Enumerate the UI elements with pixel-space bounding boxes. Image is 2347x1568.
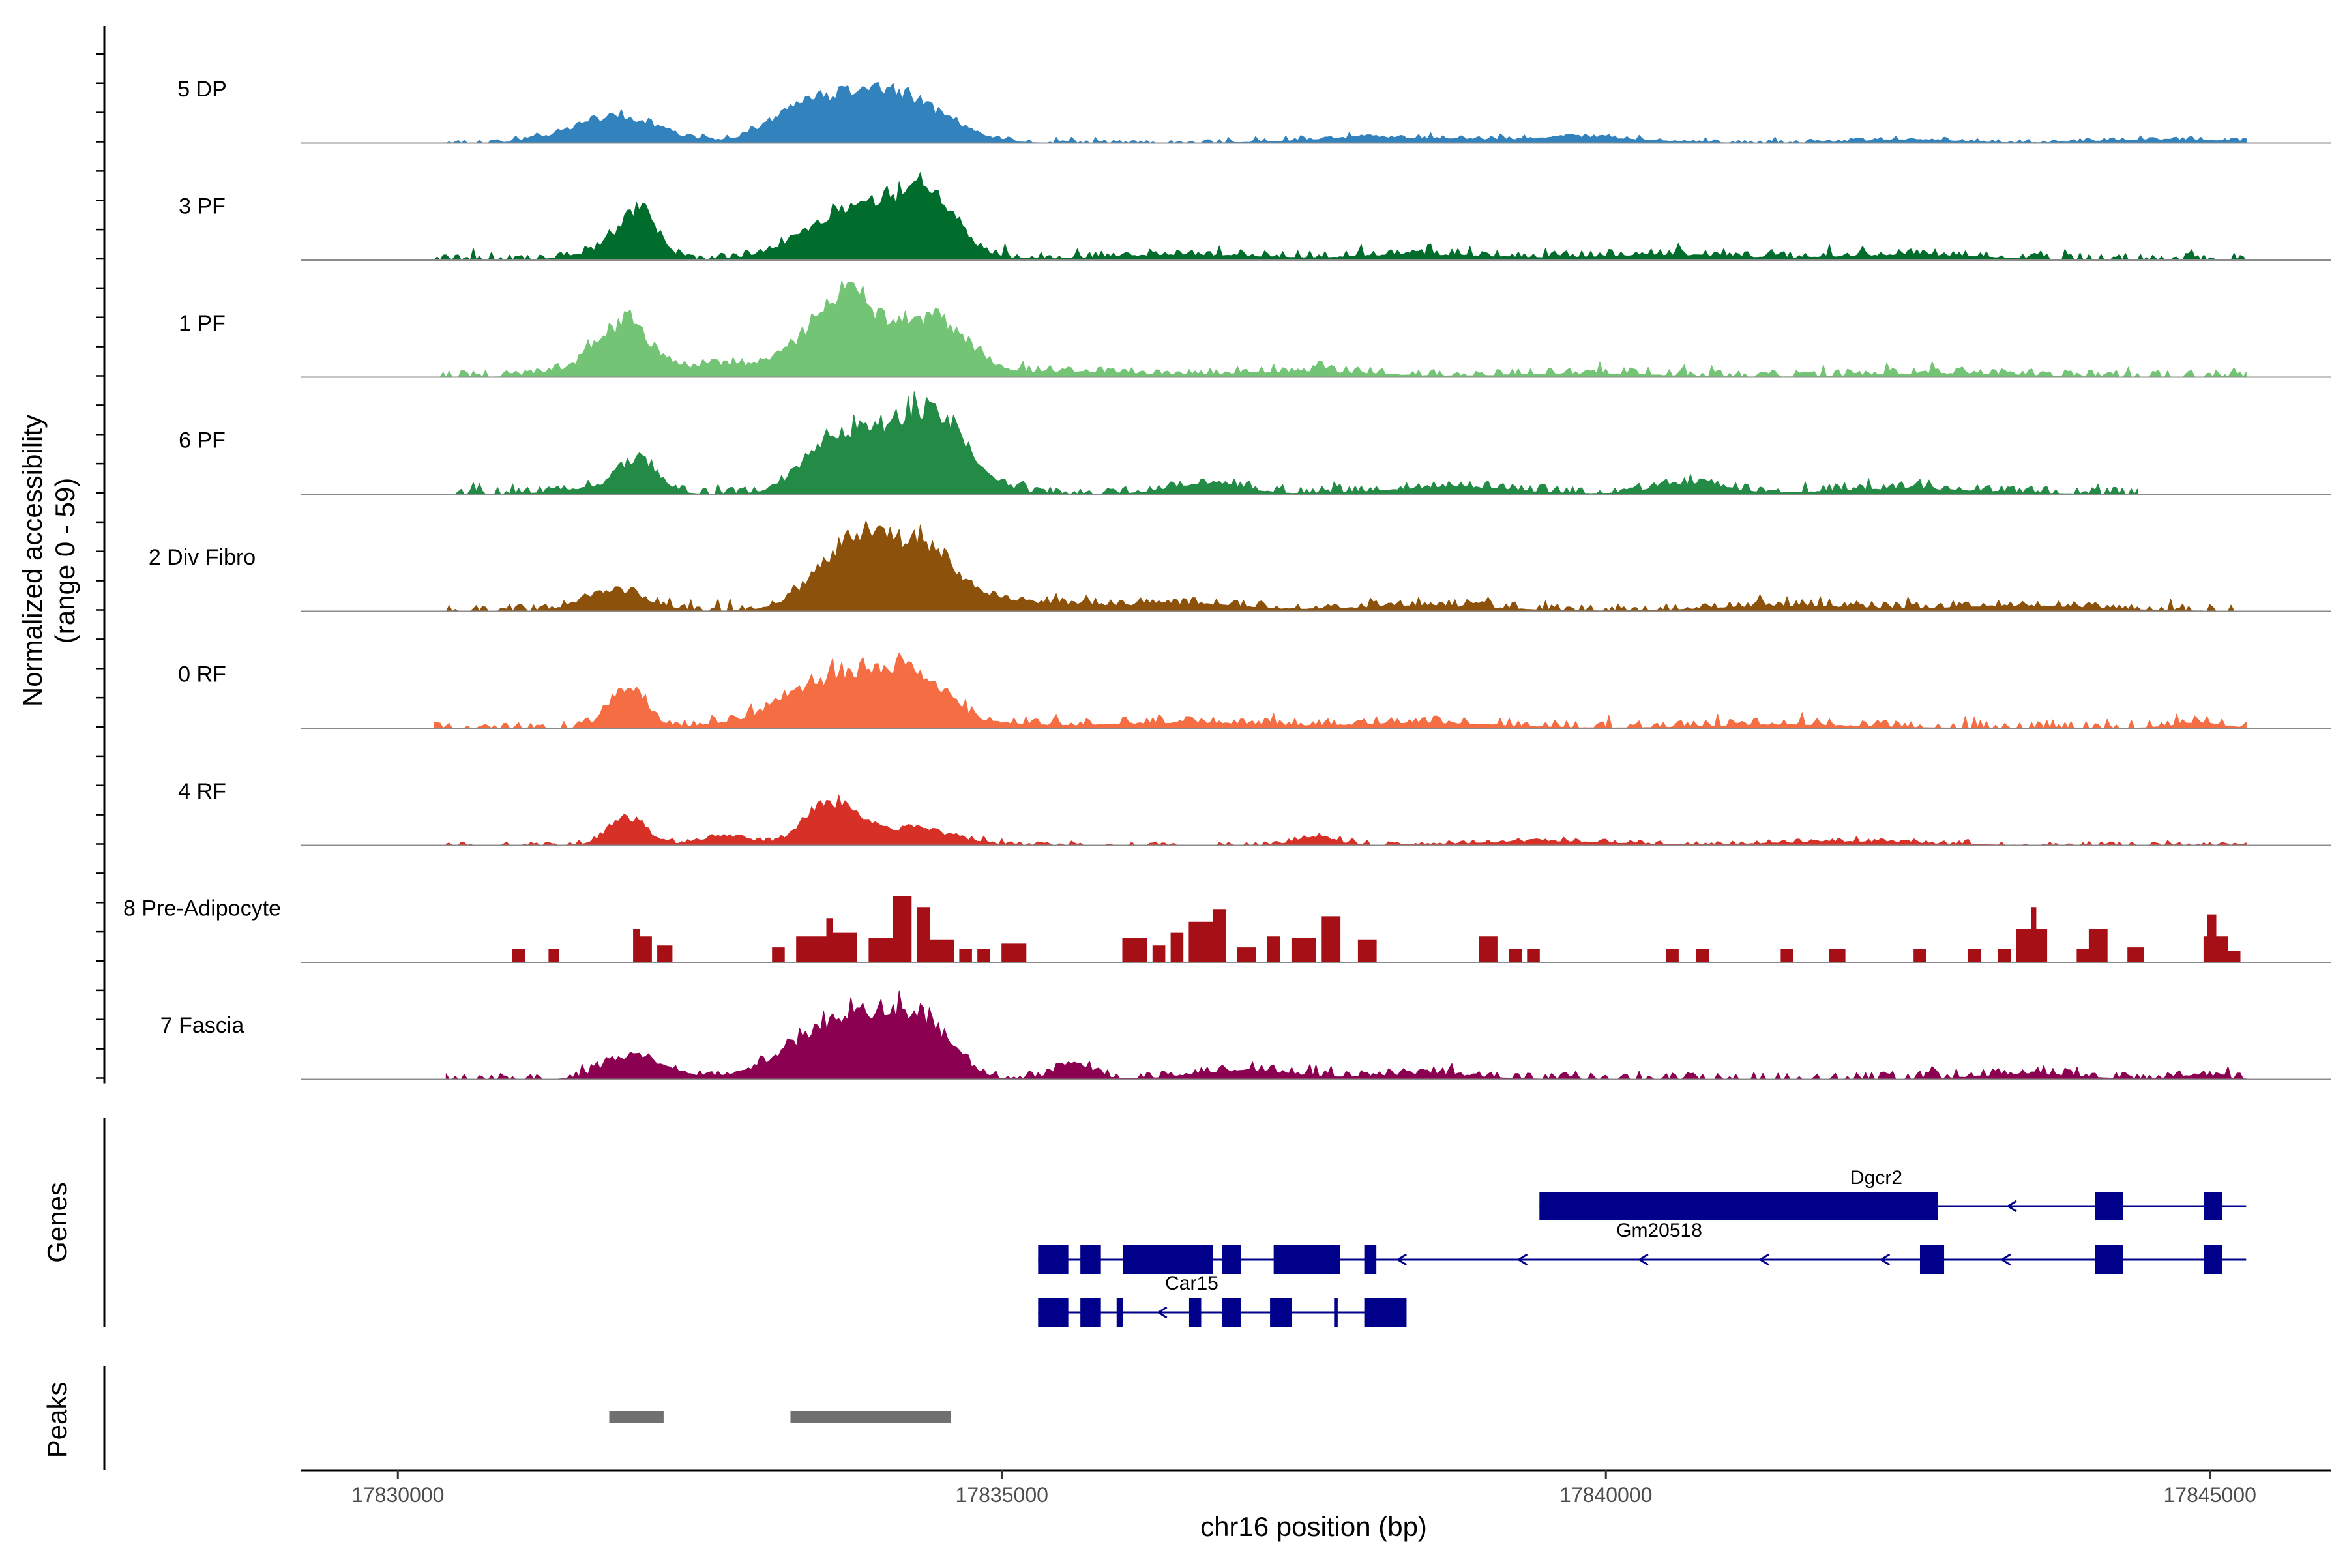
exon-dgcr2 xyxy=(2204,1192,2222,1220)
track-label-3-pf: 3 PF xyxy=(179,194,226,219)
coverage-area-1-pf xyxy=(434,280,2247,378)
strand-arrow-icon xyxy=(1637,1253,1649,1266)
track-1-pf: 1 PF xyxy=(179,280,2331,378)
track-5-dp: 5 DP xyxy=(177,77,2331,144)
coverage-tracks: 5 DP 3 PF 1 PF 6 PF 2 Div Fibro 0 RF 4 RF 8 Pre… xyxy=(123,77,2331,1080)
track-label-0-rf: 0 RF xyxy=(178,662,226,687)
gene-dgcr2: Dgcr2 xyxy=(1539,1167,2247,1220)
exon-car15 xyxy=(1038,1298,1069,1327)
gene-label-dgcr2: Dgcr2 xyxy=(1850,1167,1902,1189)
track-label-4-rf: 4 RF xyxy=(178,779,226,804)
strand-arrow-icon xyxy=(2006,1200,2017,1213)
track-3-pf: 3 PF xyxy=(179,172,2331,261)
track-label-5-dp: 5 DP xyxy=(177,77,227,102)
strand-arrow-icon xyxy=(1396,1253,1407,1266)
coverage-area-3-pf xyxy=(434,172,2247,261)
exon-car15 xyxy=(1221,1298,1241,1327)
track-label-1-pf: 1 PF xyxy=(179,311,226,336)
coverage-area-7-fascia xyxy=(445,990,2247,1080)
y-axis-title: Normalized accessibility xyxy=(17,415,48,707)
exon-dgcr2 xyxy=(2095,1192,2123,1220)
exon-car15 xyxy=(1080,1298,1101,1327)
track-7-fascia: 7 Fascia xyxy=(160,990,2331,1080)
peaks-panel-label: Peaks xyxy=(42,1382,72,1458)
exon-car15 xyxy=(1364,1298,1407,1327)
exon-gm20518 xyxy=(1221,1245,1241,1274)
exon-gm20518 xyxy=(1273,1245,1340,1274)
track-2-div-fibro: 2 Div Fibro xyxy=(149,520,2331,612)
gene-label-gm20518: Gm20518 xyxy=(1616,1220,1702,1241)
x-tick-label: 17845000 xyxy=(2164,1483,2256,1507)
coverage-area-4-rf xyxy=(445,794,2247,846)
exon-gm20518 xyxy=(1123,1245,1213,1274)
exon-gm20518 xyxy=(1919,1245,1945,1274)
exon-car15 xyxy=(1188,1298,1202,1327)
track-4-rf: 4 RF xyxy=(178,779,2331,846)
x-tick-label: 17835000 xyxy=(956,1483,1048,1507)
track-label-7-fascia: 7 Fascia xyxy=(160,1013,244,1038)
track-label-8-pre-adipocyte: 8 Pre-Adipocyte xyxy=(123,896,281,921)
strand-arrow-icon xyxy=(1516,1253,1528,1266)
exon-gm20518 xyxy=(1364,1245,1377,1274)
peak-annotations xyxy=(609,1411,951,1423)
gene-annotations: Dgcr2 Gm20518 Car15 xyxy=(1038,1167,2247,1327)
exon-car15 xyxy=(1270,1298,1292,1327)
exon-car15 xyxy=(1116,1298,1123,1327)
peak-region xyxy=(790,1411,951,1423)
coverage-area-5-dp xyxy=(445,81,2247,144)
gene-label-car15: Car15 xyxy=(1165,1273,1218,1294)
axes: 17830000 17835000 17840000 17845000 xyxy=(96,26,2331,1507)
track-label-2-div-fibro: 2 Div Fibro xyxy=(149,545,256,570)
coverage-area-8-pre-adipocyte xyxy=(512,896,2241,963)
coverage-area-6-pf xyxy=(445,391,2138,495)
track-6-pf: 6 PF xyxy=(179,391,2331,495)
exon-car15 xyxy=(1334,1298,1338,1327)
gene-car15: Car15 xyxy=(1038,1273,1407,1327)
track-0-rf: 0 RF xyxy=(178,652,2331,729)
coverage-area-2-div-fibro xyxy=(434,520,2235,612)
exon-gm20518 xyxy=(2095,1245,2123,1274)
track-label-6-pf: 6 PF xyxy=(179,428,226,453)
peak-region xyxy=(609,1411,664,1423)
exon-gm20518 xyxy=(1080,1245,1101,1274)
x-tick-label: 17840000 xyxy=(1559,1483,1652,1507)
y-axis-range-label: (range 0 - 59) xyxy=(50,478,80,643)
exon-dgcr2 xyxy=(1539,1192,1938,1220)
x-tick-label: 17830000 xyxy=(351,1483,444,1507)
gene-gm20518: Gm20518 xyxy=(1038,1220,2247,1274)
track-8-pre-adipocyte: 8 Pre-Adipocyte xyxy=(123,896,2331,963)
coverage-area-0-rf xyxy=(434,652,2247,729)
genes-panel-label: Genes xyxy=(42,1182,72,1263)
x-axis-title: chr16 position (bp) xyxy=(1200,1511,1427,1542)
strand-arrow-icon xyxy=(1879,1253,1891,1266)
exon-gm20518 xyxy=(2204,1245,2222,1274)
strand-arrow-icon xyxy=(2000,1253,2011,1266)
strand-arrow-icon xyxy=(1156,1306,1168,1319)
strand-arrow-icon xyxy=(1758,1253,1769,1266)
exon-gm20518 xyxy=(1038,1245,1069,1274)
